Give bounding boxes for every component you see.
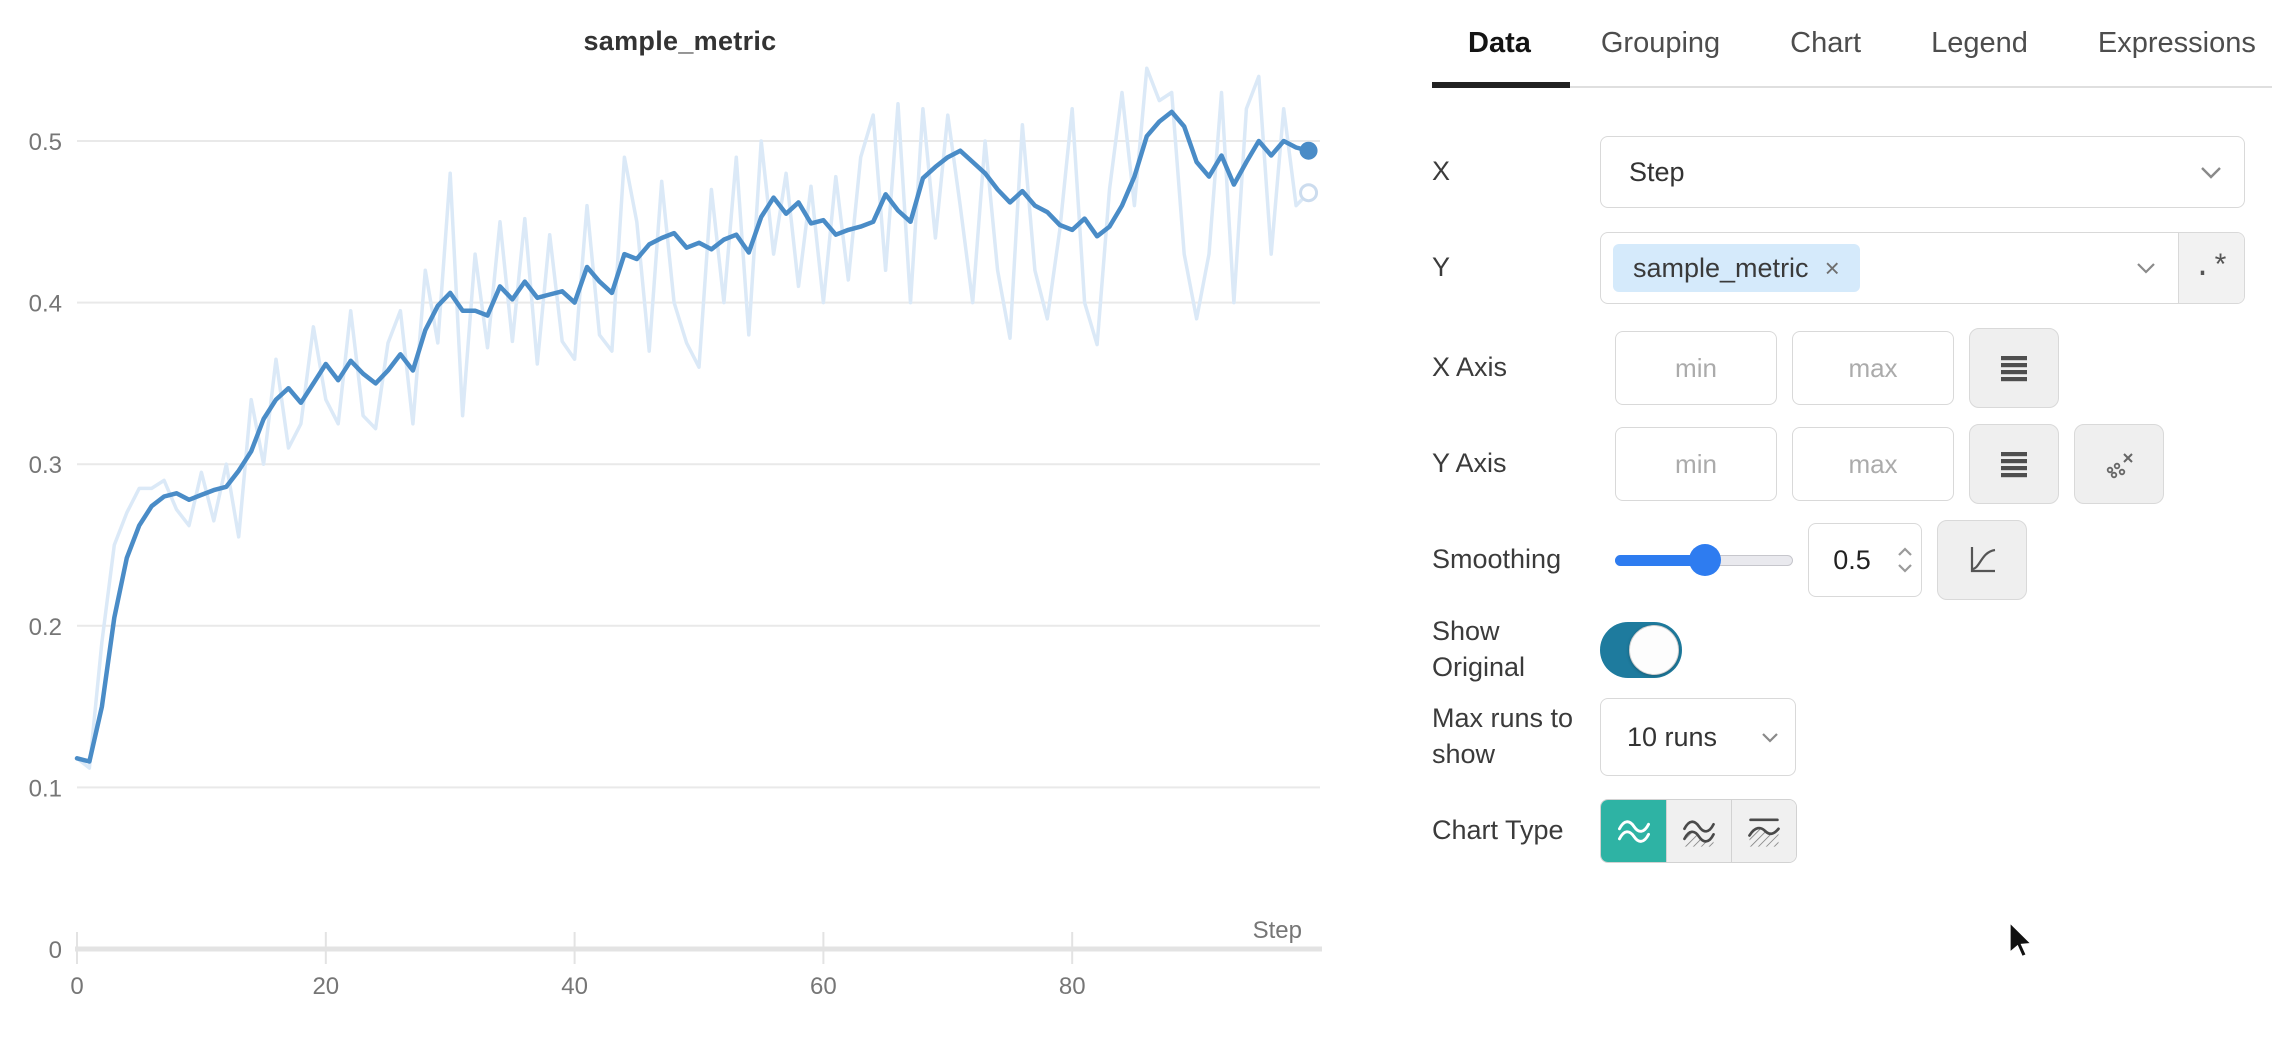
- mouse-cursor-icon: [2008, 920, 2035, 959]
- y-axis-max-input[interactable]: [1792, 427, 1954, 501]
- chart-type-group: [1600, 799, 1797, 863]
- svg-text:20: 20: [312, 973, 339, 1000]
- max-runs-dropdown[interactable]: 10 runs: [1600, 698, 1796, 776]
- toggle-knob: [1629, 625, 1679, 675]
- svg-text:0.4: 0.4: [29, 291, 62, 318]
- chart-type-minmax-button[interactable]: [1666, 800, 1731, 862]
- tab-data[interactable]: Data: [1468, 26, 1531, 59]
- svg-text:0.3: 0.3: [29, 452, 62, 479]
- running-average-curve-icon: [1970, 547, 1996, 573]
- tab-expressions[interactable]: Expressions: [2097, 26, 2256, 59]
- stepper-up-down-icon[interactable]: [1897, 545, 1913, 575]
- min-max-area-icon: [1683, 820, 1715, 847]
- y-metric-tag: sample_metric ×: [1613, 244, 1860, 292]
- log-scale-bars-icon: [2001, 452, 2027, 478]
- x-axis-max-input[interactable]: [1792, 331, 1954, 405]
- chevron-down-icon: [2201, 166, 2221, 179]
- svg-text:0: 0: [49, 937, 62, 964]
- y-metric-input[interactable]: sample_metric ×: [1601, 233, 2178, 303]
- ignore-outliers-icon: [2106, 453, 2133, 479]
- y-axis-log-scale-button[interactable]: [1969, 424, 2059, 504]
- line-plot-icon: [1617, 820, 1650, 843]
- svg-text:60: 60: [810, 973, 837, 1000]
- remove-tag-icon[interactable]: ×: [1824, 252, 1840, 283]
- active-tab-underline: [1432, 82, 1570, 88]
- x-axis-min-input[interactable]: [1615, 331, 1777, 405]
- y-metric-tag-label: sample_metric: [1633, 252, 1809, 283]
- smoothing-value-input[interactable]: [1817, 544, 1887, 576]
- smoothing-value-box: [1808, 523, 1922, 597]
- svg-text:Step: Step: [1253, 917, 1302, 944]
- x-axis-log-scale-button[interactable]: [1969, 328, 2059, 408]
- chart-type-stddev-button[interactable]: [1731, 800, 1796, 862]
- std-dev-area-icon: [1748, 818, 1780, 847]
- show-original-label: Show Original: [1432, 616, 1526, 682]
- regex-toggle-button[interactable]: .*: [2178, 233, 2244, 303]
- svg-text:80: 80: [1059, 973, 1086, 1000]
- y-field-label: Y: [1432, 252, 1451, 283]
- svg-text:0.1: 0.1: [29, 775, 62, 802]
- chart-settings-panel: Data Grouping Chart Legend Expressions X…: [1432, 0, 2272, 1040]
- slider-fill: [1615, 555, 1705, 566]
- y-axis-label: Y Axis: [1432, 448, 1507, 479]
- max-runs-value: 10 runs: [1627, 721, 1718, 752]
- smoothing-label: Smoothing: [1432, 544, 1562, 575]
- x-field-label: X: [1432, 156, 1451, 187]
- svg-text:0: 0: [70, 973, 83, 1000]
- tab-legend[interactable]: Legend: [1931, 26, 2028, 59]
- svg-text:40: 40: [561, 973, 588, 1000]
- tabs-divider: [1432, 86, 2272, 88]
- max-runs-label: Max runs to show: [1432, 703, 1574, 769]
- x-axis-label: X Axis: [1432, 352, 1508, 383]
- x-metric-dropdown[interactable]: Step: [1600, 136, 2245, 208]
- ignore-outliers-button[interactable]: [2074, 424, 2164, 504]
- metric-chart-panel: sample_metric 0 0.1 0.2 0.3 0.4 0.5 0 20 40 60 80 S…: [29, 26, 1322, 1000]
- x-metric-value: Step: [1629, 156, 1685, 187]
- y-axis-min-input[interactable]: [1615, 427, 1777, 501]
- chart-title: sample_metric: [583, 26, 777, 56]
- smoothing-type-button[interactable]: [1937, 520, 2027, 600]
- chevron-down-icon: [1762, 732, 1778, 743]
- show-original-toggle[interactable]: [1600, 622, 1682, 678]
- smoothing-slider[interactable]: [1615, 544, 1793, 576]
- slider-handle[interactable]: [1689, 544, 1721, 576]
- settings-tabs: Data Grouping Chart Legend Expressions: [1432, 0, 2272, 88]
- chart-type-label: Chart Type: [1432, 815, 1564, 846]
- y-metric-multiselect[interactable]: sample_metric × .*: [1600, 232, 2245, 304]
- line-chart: 0 0.1 0.2 0.3 0.4 0.5 0 20 40 60 80 Step: [29, 66, 1322, 1000]
- log-scale-bars-icon: [2001, 356, 2027, 382]
- tab-grouping[interactable]: Grouping: [1600, 26, 1721, 59]
- svg-text:0.2: 0.2: [29, 614, 62, 641]
- svg-text:0.5: 0.5: [29, 129, 62, 156]
- chevron-down-icon: [2137, 263, 2155, 274]
- chart-type-line-button[interactable]: [1601, 800, 1666, 862]
- tab-chart[interactable]: Chart: [1790, 26, 1862, 59]
